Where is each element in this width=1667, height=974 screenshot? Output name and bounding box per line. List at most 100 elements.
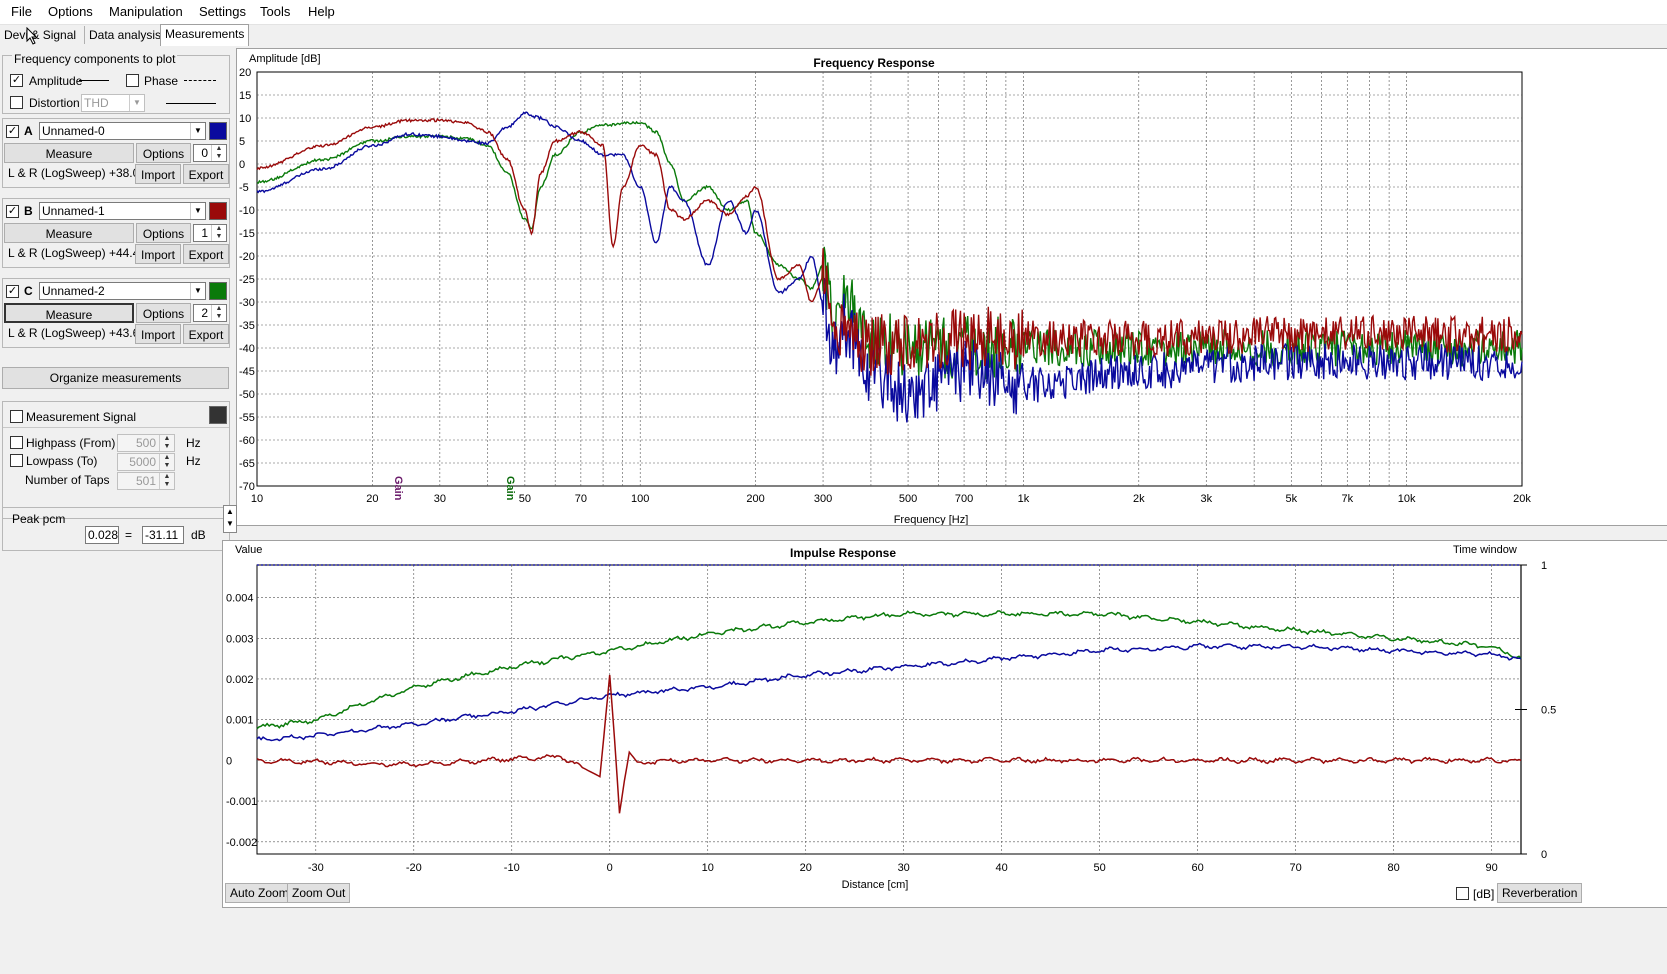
auto-zoom-button[interactable]: Auto Zoom xyxy=(225,883,294,903)
measurement-c-name: Unnamed-2 xyxy=(42,284,105,298)
reverberation-button[interactable]: Reverberation xyxy=(1497,883,1583,903)
distortion-checkbox[interactable] xyxy=(10,96,23,109)
measurement-c-index-stepper[interactable]: 2 ▲ ▼ xyxy=(193,304,227,322)
x-tick-label: 10k xyxy=(1398,493,1416,505)
amplitude-checkbox[interactable]: ✓ xyxy=(10,74,23,87)
splitter-arrows-icon[interactable]: ▲ ▼ xyxy=(223,505,237,533)
measurement-a-export-button[interactable]: Export xyxy=(183,164,229,184)
db-checkbox[interactable] xyxy=(1456,887,1469,900)
measurement-c-options-button[interactable]: Options xyxy=(136,303,191,323)
distortion-select[interactable]: THD ▼ xyxy=(81,94,145,112)
menu-manipulation[interactable]: Manipulation xyxy=(109,4,183,19)
tab-strip: Devi & Signal Data analysis Measurements xyxy=(0,24,250,46)
gain-marker-a[interactable]: Gain xyxy=(392,476,404,501)
measurement-a-checkbox[interactable]: ✓ xyxy=(6,125,19,138)
frequency-series-line xyxy=(256,117,1523,376)
spin-arrows-icon[interactable]: ▲ ▼ xyxy=(159,454,174,470)
measurement-b-export-button[interactable]: Export xyxy=(183,244,229,264)
impulse-response-chart[interactable]: -30 -20 -10 0 10 20 30 40 50 60 70 80 900.0040.0030.… xyxy=(223,541,1667,907)
measurement-b-checkbox[interactable]: ✓ xyxy=(6,205,19,218)
menu-tools[interactable]: Tools xyxy=(260,4,291,19)
frequency-components-group: Frequency components to plot ✓ Amplitude… xyxy=(2,52,230,114)
spin-arrows-icon[interactable]: ▲ ▼ xyxy=(211,145,226,161)
measurement-c-name-select[interactable]: Unnamed-2 ▼ xyxy=(39,282,206,300)
measurement-c-measure-button[interactable]: Measure xyxy=(4,303,134,323)
measurement-a-measure-button[interactable]: Measure xyxy=(4,143,134,163)
number-of-taps-field[interactable]: 501 ▲ ▼ xyxy=(117,472,175,490)
impulse-grid xyxy=(256,564,1527,855)
x-tick-label: 5k xyxy=(1285,493,1297,505)
gain-marker-b[interactable]: Gain xyxy=(504,476,516,501)
y-tick-label: -30 xyxy=(239,297,255,309)
measurement-b-index: 1 xyxy=(201,226,208,240)
menu-help[interactable]: Help xyxy=(308,4,335,19)
measurement-a-color-swatch[interactable] xyxy=(209,122,227,140)
measurement-c-import-button[interactable]: Import xyxy=(135,324,181,344)
x-tick-label: 300 xyxy=(814,493,832,505)
tab-device-signal[interactable]: Devi & Signal xyxy=(0,26,85,44)
measurement-a-letter: A xyxy=(24,124,33,138)
menu-settings[interactable]: Settings xyxy=(199,4,246,19)
measurement-c-group: ✓ C Unnamed-2 ▼ Measure Options 2 ▲ ▼ L & R… xyxy=(2,278,230,348)
phase-line-sample xyxy=(184,80,216,81)
spin-arrows-icon[interactable]: ▲ ▼ xyxy=(211,305,226,321)
tab-measurements[interactable]: Measurements xyxy=(160,24,250,46)
measurement-b-import-button[interactable]: Import xyxy=(135,244,181,264)
x-tick-label: 30 xyxy=(898,862,910,874)
left-panel: Frequency components to plot ✓ Amplitude… xyxy=(0,46,232,926)
menu-options[interactable]: Options xyxy=(48,4,93,19)
x-tick-label: 60 xyxy=(1192,862,1204,874)
frequency-ticks: 20151050-5-10-15-20-25-30-35-40-45-50-55… xyxy=(239,67,1531,505)
measurement-signal-color-swatch[interactable] xyxy=(209,406,227,424)
measurement-b-measure-button[interactable]: Measure xyxy=(4,223,134,243)
impulse-chart-title: Impulse Response xyxy=(790,546,896,560)
menu-file[interactable]: File xyxy=(11,4,32,19)
peak-pcm-value-field[interactable]: 0.028 xyxy=(85,526,119,544)
spin-arrows-icon[interactable]: ▲ ▼ xyxy=(159,473,174,489)
y-tick-label: -0.002 xyxy=(226,837,257,849)
measurement-b-name-select[interactable]: Unnamed-1 ▼ xyxy=(39,202,206,220)
measurement-b-group: ✓ B Unnamed-1 ▼ Measure Options 1 ▲ ▼ L & R… xyxy=(2,198,230,268)
highpass-checkbox[interactable] xyxy=(10,436,23,449)
x-tick-label: 100 xyxy=(631,493,649,505)
measurement-a-group: ✓ A Unnamed-0 ▼ Measure Options 0 ▲ ▼ L & R… xyxy=(2,118,230,188)
zoom-out-button[interactable]: Zoom Out xyxy=(287,883,351,903)
y-tick-label: 10 xyxy=(239,113,251,125)
measurement-c-sweep-label: L & R (LogSweep) +43.6dB xyxy=(8,326,154,340)
time-window-label: Time window xyxy=(1453,544,1517,556)
lowpass-label: Lowpass (To) xyxy=(26,454,98,468)
equals-sign: = xyxy=(125,528,133,542)
peak-db-value-field[interactable]: -31.11 xyxy=(142,526,184,544)
measurement-c-export-button[interactable]: Export xyxy=(183,324,229,344)
chevron-down-icon: ▼ xyxy=(129,95,144,111)
highpass-value-field[interactable]: 500 ▲ ▼ xyxy=(117,434,175,452)
measurement-b-color-swatch[interactable] xyxy=(209,202,227,220)
frequency-response-chart[interactable]: 20151050-5-10-15-20-25-30-35-40-45-50-55… xyxy=(237,49,1667,526)
lowpass-checkbox[interactable] xyxy=(10,454,23,467)
spin-arrows-icon[interactable]: ▲ ▼ xyxy=(159,435,174,451)
impulse-series-line xyxy=(256,642,1522,742)
measurement-b-sweep-label: L & R (LogSweep) +44.4dB xyxy=(8,246,154,260)
x-tick-label: 20 xyxy=(800,862,812,874)
phase-checkbox[interactable] xyxy=(126,74,139,87)
lowpass-value-field[interactable]: 5000 ▲ ▼ xyxy=(117,453,175,471)
y-tick-label: 0.004 xyxy=(226,593,254,605)
measurement-b-index-stepper[interactable]: 1 ▲ ▼ xyxy=(193,224,227,242)
measurement-c-color-swatch[interactable] xyxy=(209,282,227,300)
x-tick-label: 200 xyxy=(746,493,764,505)
right-tick-label: 0 xyxy=(1541,849,1547,861)
measurement-a-name-select[interactable]: Unnamed-0 ▼ xyxy=(39,122,206,140)
measurement-a-import-button[interactable]: Import xyxy=(135,164,181,184)
measurement-b-options-button[interactable]: Options xyxy=(136,223,191,243)
highpass-unit: Hz xyxy=(186,436,201,450)
spin-arrows-icon[interactable]: ▲ ▼ xyxy=(211,225,226,241)
measurement-a-index-stepper[interactable]: 0 ▲ ▼ xyxy=(193,144,227,162)
measurement-c-letter: C xyxy=(24,284,33,298)
measurement-c-checkbox[interactable]: ✓ xyxy=(6,285,19,298)
tab-data-analysis[interactable]: Data analysis xyxy=(85,26,167,44)
x-tick-label: 70 xyxy=(1290,862,1302,874)
measurement-a-options-button[interactable]: Options xyxy=(136,143,191,163)
organize-measurements-button[interactable]: Organize measurements xyxy=(2,367,229,389)
measurement-a-name: Unnamed-0 xyxy=(42,124,105,138)
measurement-signal-checkbox[interactable] xyxy=(10,410,23,423)
